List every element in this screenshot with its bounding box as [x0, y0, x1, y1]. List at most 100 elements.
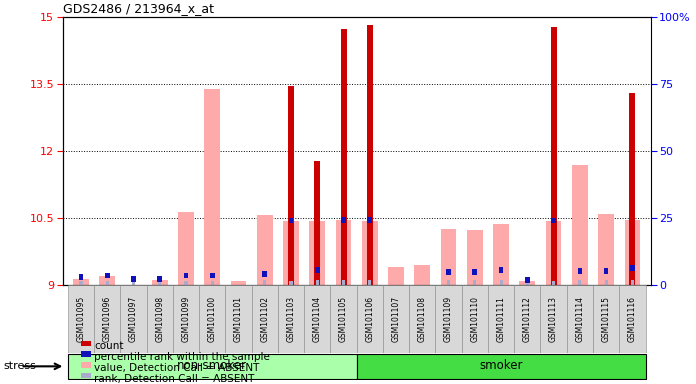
Bar [467, 230, 483, 285]
Bar [603, 268, 608, 274]
Bar [152, 280, 168, 285]
Bar [367, 217, 372, 223]
Bar [205, 89, 220, 285]
Bar [441, 228, 457, 285]
Bar [100, 276, 115, 285]
Bar [473, 269, 477, 275]
Text: GSM101101: GSM101101 [234, 296, 243, 342]
Bar [578, 280, 581, 285]
Bar [289, 218, 294, 223]
Text: GSM101113: GSM101113 [549, 296, 558, 342]
Bar [572, 165, 587, 285]
Bar [290, 281, 292, 285]
Bar [316, 280, 319, 285]
Bar [131, 276, 136, 282]
Text: GSM101098: GSM101098 [155, 296, 164, 342]
Bar [315, 267, 319, 273]
Text: GSM101097: GSM101097 [129, 296, 138, 342]
Bar [157, 276, 162, 281]
Text: non-smoker: non-smoker [177, 359, 247, 372]
Bar [499, 267, 503, 273]
Text: percentile rank within the sample: percentile rank within the sample [94, 352, 270, 362]
Text: GSM101102: GSM101102 [260, 296, 269, 342]
Bar [278, 285, 304, 353]
Text: stress: stress [3, 361, 36, 371]
Bar [94, 285, 120, 353]
Bar [341, 217, 346, 223]
Text: value, Detection Call = ABSENT: value, Detection Call = ABSENT [94, 363, 260, 373]
Bar [551, 218, 556, 223]
Bar [488, 285, 514, 353]
Text: GSM101114: GSM101114 [576, 296, 585, 342]
Bar [500, 280, 503, 285]
Bar [368, 280, 372, 285]
Bar [199, 285, 226, 353]
Bar [81, 362, 91, 367]
Bar [81, 373, 91, 378]
Bar [283, 222, 299, 285]
Bar [342, 280, 345, 285]
Bar [262, 271, 267, 276]
Bar [493, 224, 509, 285]
Bar [158, 282, 161, 285]
Bar [132, 282, 135, 285]
Bar [120, 285, 147, 353]
Text: GSM101106: GSM101106 [365, 296, 374, 342]
Text: smoker: smoker [480, 359, 523, 372]
Bar [414, 265, 430, 285]
Bar [147, 285, 173, 353]
Bar [619, 285, 645, 353]
Bar [263, 280, 267, 285]
Bar [599, 214, 614, 285]
Bar [388, 267, 404, 285]
Bar [178, 212, 194, 285]
Bar [367, 25, 373, 285]
Text: GSM101108: GSM101108 [418, 296, 427, 342]
Bar [68, 354, 356, 379]
Bar [629, 93, 635, 285]
Bar [73, 279, 89, 285]
Bar [446, 269, 451, 275]
Bar [340, 29, 347, 285]
Text: GSM101105: GSM101105 [339, 296, 348, 342]
Bar [525, 283, 529, 285]
Text: rank, Detection Call = ABSENT: rank, Detection Call = ABSENT [94, 374, 254, 384]
Bar [331, 285, 356, 353]
Bar [173, 285, 199, 353]
Bar [362, 222, 378, 285]
Text: count: count [94, 341, 123, 351]
Bar [230, 281, 246, 285]
Bar [184, 273, 189, 278]
Text: GSM101109: GSM101109 [444, 296, 453, 342]
Bar [79, 274, 84, 280]
Bar [105, 273, 110, 278]
Bar [447, 280, 450, 285]
Text: GSM101096: GSM101096 [103, 296, 112, 342]
Bar [624, 220, 640, 285]
Bar [436, 285, 461, 353]
Bar [383, 285, 409, 353]
Bar [567, 285, 593, 353]
Bar [106, 281, 109, 285]
Bar [630, 265, 635, 271]
Bar [288, 86, 294, 285]
Bar [514, 285, 541, 353]
Text: GSM101111: GSM101111 [497, 296, 505, 342]
Bar [541, 285, 567, 353]
Text: GSM101095: GSM101095 [77, 296, 86, 342]
Bar [210, 273, 214, 278]
Text: GSM101107: GSM101107 [392, 296, 401, 342]
Bar [81, 341, 91, 346]
Bar [631, 280, 634, 285]
Bar [578, 268, 583, 273]
Bar [461, 285, 488, 353]
Text: GSM101115: GSM101115 [601, 296, 610, 342]
Bar [184, 281, 188, 285]
Bar [356, 285, 383, 353]
Bar [315, 161, 320, 285]
Bar [356, 354, 645, 379]
Text: GSM101110: GSM101110 [470, 296, 480, 342]
Bar [605, 280, 608, 285]
Text: GSM101112: GSM101112 [523, 296, 532, 342]
Bar [310, 221, 325, 285]
